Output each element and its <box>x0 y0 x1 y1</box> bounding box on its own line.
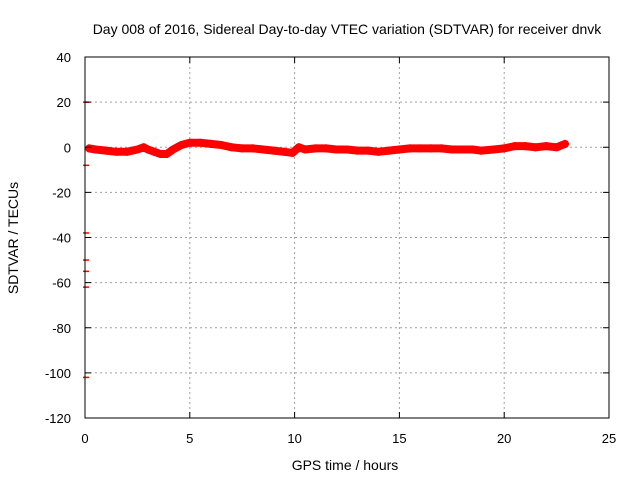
x-axis: 0 5 10 15 20 25 <box>81 57 616 446</box>
data-point <box>280 147 289 156</box>
data-point <box>112 147 121 156</box>
data-point <box>458 145 467 154</box>
y-tick-label: 40 <box>57 50 71 65</box>
data-point <box>552 143 561 152</box>
y-tick-label: 0 <box>64 140 71 155</box>
y-tick-label: 20 <box>57 95 71 110</box>
grid <box>85 57 609 418</box>
x-tick-label: 5 <box>186 431 193 446</box>
data-point <box>322 144 331 153</box>
data-point <box>426 144 435 153</box>
data-point <box>248 144 257 153</box>
data-point <box>384 146 393 155</box>
data-point <box>162 150 171 159</box>
data-point <box>238 144 247 153</box>
data-point <box>531 143 540 152</box>
data-point <box>85 144 94 153</box>
data-point <box>489 145 498 154</box>
data-point <box>363 146 372 155</box>
data-point <box>332 145 341 154</box>
x-tick-label: 20 <box>497 431 511 446</box>
data-point <box>437 144 446 153</box>
data-point <box>217 140 226 149</box>
data-point <box>560 139 569 148</box>
data-point <box>301 145 310 154</box>
y-axis: -120 -100 -80 -60 -40 -20 0 20 40 <box>45 50 609 426</box>
data-point <box>416 144 425 153</box>
data-point <box>185 138 194 147</box>
y-tick-label: -120 <box>45 411 71 426</box>
y-tick-label: -80 <box>52 321 71 336</box>
chart-title: Day 008 of 2016, Sidereal Day-to-day VTE… <box>93 21 603 37</box>
data-point <box>122 147 131 156</box>
data-point <box>227 143 236 152</box>
x-tick-label: 10 <box>287 431 301 446</box>
data-point <box>374 147 383 156</box>
data-point <box>139 143 148 152</box>
data-point <box>395 145 404 154</box>
y-tick-label: -20 <box>52 185 71 200</box>
data-point <box>133 145 142 154</box>
data-point <box>143 145 152 154</box>
y-axis-label: SDTVAR / TECUs <box>5 182 21 294</box>
data-points <box>83 101 569 379</box>
x-axis-label: GPS time / hours <box>292 457 399 473</box>
data-point <box>405 144 414 153</box>
data-point <box>447 145 456 154</box>
data-point <box>206 139 215 148</box>
data-point <box>288 148 297 157</box>
data-point <box>468 145 477 154</box>
data-point <box>150 147 159 156</box>
y-tick-label: -60 <box>52 276 71 291</box>
data-point <box>311 144 320 153</box>
data-point <box>542 142 551 151</box>
data-point <box>521 142 530 151</box>
x-tick-label: 0 <box>81 431 88 446</box>
data-point <box>294 143 303 152</box>
y-tick-label: -40 <box>52 231 71 246</box>
x-tick-label: 15 <box>392 431 406 446</box>
data-point <box>343 145 351 154</box>
data-point <box>477 146 486 155</box>
data-point <box>101 146 110 155</box>
data-point <box>353 146 362 155</box>
data-point <box>269 146 278 155</box>
data-point <box>500 144 509 153</box>
data-point <box>196 138 205 147</box>
data-point <box>510 142 519 151</box>
data-point <box>177 140 186 149</box>
x-tick-label: 25 <box>602 431 616 446</box>
data-point <box>91 145 100 154</box>
y-tick-label: -100 <box>45 366 71 381</box>
data-point <box>169 145 178 154</box>
data-point <box>259 145 268 154</box>
